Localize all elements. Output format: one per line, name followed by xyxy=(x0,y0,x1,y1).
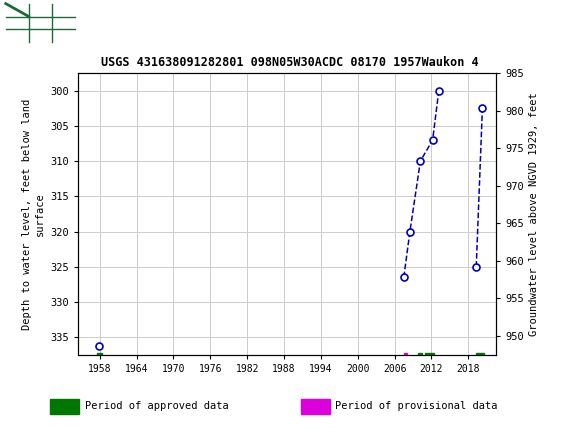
Bar xyxy=(418,353,422,356)
Text: USGS 431638091282801 098N05W30ACDC 08170 1957Waukon 4: USGS 431638091282801 098N05W30ACDC 08170… xyxy=(101,56,479,69)
Bar xyxy=(6,3,75,42)
Bar xyxy=(97,353,102,356)
Bar xyxy=(476,353,484,356)
Text: USGS: USGS xyxy=(90,14,145,31)
Bar xyxy=(50,399,79,414)
Text: Period of provisional data: Period of provisional data xyxy=(335,401,498,412)
Y-axis label: Depth to water level, feet below land
surface: Depth to water level, feet below land su… xyxy=(22,98,45,329)
Bar xyxy=(300,399,330,414)
Bar xyxy=(425,353,434,356)
Text: Period of approved data: Period of approved data xyxy=(85,401,229,412)
Bar xyxy=(404,353,408,356)
Y-axis label: Groundwater level above NGVD 1929, feet: Groundwater level above NGVD 1929, feet xyxy=(529,92,539,336)
